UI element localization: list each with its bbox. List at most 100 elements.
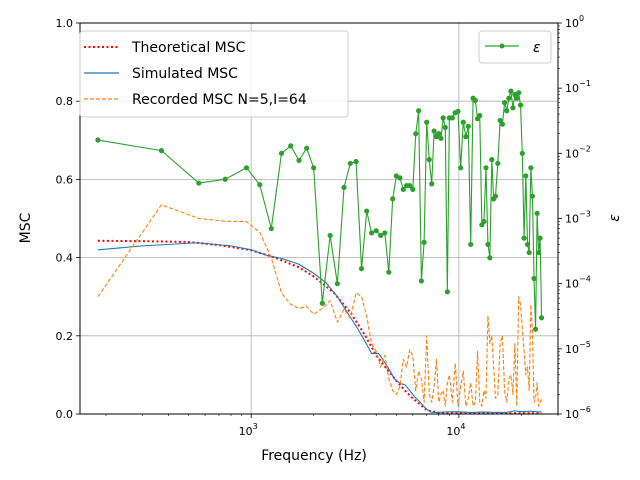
epsilon-point [416, 108, 422, 114]
y2-tick-label: 10−4 [565, 275, 591, 291]
legend-right: ε [478, 30, 552, 64]
y2-tick-label: 10−5 [565, 340, 591, 356]
epsilon-point [463, 134, 469, 140]
epsilon-point [438, 135, 444, 141]
epsilon-point [458, 165, 464, 171]
epsilon-point [358, 266, 365, 272]
y-tick-label: 0.8 [56, 95, 74, 108]
epsilon-point [364, 208, 370, 214]
axes: 103 104 0.0 0.2 0.4 0.6 0.8 1.0 10−6 10−5 10−4 10−3… [56, 14, 591, 438]
epsilon-point [243, 165, 250, 171]
epsilon-point [523, 173, 529, 179]
x-tick-label: 103 [239, 422, 258, 438]
epsilon-point [499, 121, 506, 127]
legend-label-recorded: Recorded MSC N=5,I=64 [132, 92, 307, 108]
epsilon-point [528, 165, 534, 171]
y2-tick-label: 10−3 [565, 210, 591, 226]
epsilon-point [410, 186, 416, 192]
epsilon-point [449, 115, 455, 121]
epsilon-point [468, 241, 474, 248]
epsilon-point [311, 165, 317, 171]
epsilon-point [413, 131, 419, 137]
epsilon-point [407, 182, 413, 189]
epsilon-point [390, 196, 396, 202]
legend-label-epsilon: ε [533, 40, 541, 56]
epsilon-point [431, 128, 437, 134]
epsilon-point [378, 232, 384, 239]
epsilon-point [429, 181, 435, 187]
epsilon-point [529, 193, 536, 199]
epsilon-point [510, 105, 516, 111]
epsilon-point [424, 119, 430, 125]
epsilon-point [537, 235, 543, 241]
legend-label-simulated: Simulated MSC [132, 66, 238, 82]
x-axis-title: Frequency (Hz) [261, 448, 367, 464]
epsilon-point [444, 289, 450, 295]
epsilon-point [477, 112, 483, 119]
epsilon-point [483, 165, 489, 171]
series-line-1 [97, 242, 542, 413]
epsilon-point [334, 281, 340, 287]
epsilon-point [502, 100, 508, 106]
y-tick-label: 1.0 [56, 17, 74, 30]
y2-tick-label: 10−6 [565, 405, 591, 421]
epsilon-point [516, 90, 522, 96]
epsilon-point [421, 239, 427, 245]
epsilon-point [495, 160, 501, 167]
series-line-0 [97, 239, 542, 414]
epsilon-point [304, 145, 310, 151]
epsilon-point [508, 88, 514, 94]
epsilon-point [531, 275, 537, 282]
legend-left: Theoretical MSC Simulated MSC Recorded M… [79, 30, 349, 118]
epsilon-point [472, 97, 478, 103]
epsilon-point [489, 157, 495, 163]
epsilon-point [440, 115, 446, 121]
epsilon-point [341, 184, 347, 191]
epsilon-point [538, 315, 545, 321]
epsilon-point [481, 218, 487, 225]
epsilon-point [436, 131, 442, 137]
epsilon-point [465, 123, 471, 129]
epsilon-point [418, 278, 424, 284]
epsilon-point [536, 249, 542, 256]
epsilon-point [278, 150, 285, 156]
epsilon-point [327, 232, 333, 239]
epsilon-point [353, 158, 359, 165]
epsilon-point [497, 117, 503, 124]
legend-left-box [79, 30, 349, 118]
epsilon-point [506, 95, 512, 101]
y-tick-label: 0.4 [56, 252, 74, 265]
epsilon-point [532, 326, 539, 332]
epsilon-point [257, 182, 263, 188]
epsilon-point [521, 235, 527, 241]
epsilon-point [504, 108, 510, 114]
epsilon-point [368, 230, 375, 236]
epsilon-point [373, 228, 379, 234]
epsilon-point [442, 124, 448, 131]
epsilon-point [519, 150, 525, 156]
epsilon-point [460, 119, 466, 125]
y2-tick-label: 10−1 [565, 79, 591, 95]
y-tick-label: 0.2 [56, 330, 74, 343]
epsilon-point [514, 95, 520, 101]
epsilon-point [288, 143, 294, 149]
x-tick-label: 104 [446, 422, 465, 438]
epsilon-point [296, 157, 302, 163]
y-tick-label: 0.6 [56, 173, 74, 186]
epsilon-point [95, 137, 101, 143]
legend-marker-epsilon [499, 43, 505, 49]
series-line-2 [97, 204, 543, 407]
y2-tick-label: 10−2 [565, 144, 591, 160]
epsilon-point [347, 160, 353, 167]
epsilon-point [524, 241, 531, 248]
legend-label-theoretical: Theoretical MSC [131, 40, 246, 56]
epsilon-point [222, 176, 228, 182]
epsilon-point [397, 175, 403, 181]
y-axis-title: MSC [18, 212, 34, 243]
y2-tick-label: 100 [565, 14, 584, 30]
epsilon-point [386, 269, 392, 275]
epsilon-point [382, 230, 388, 236]
epsilon-point [455, 108, 461, 115]
legend-right-box [478, 30, 552, 64]
